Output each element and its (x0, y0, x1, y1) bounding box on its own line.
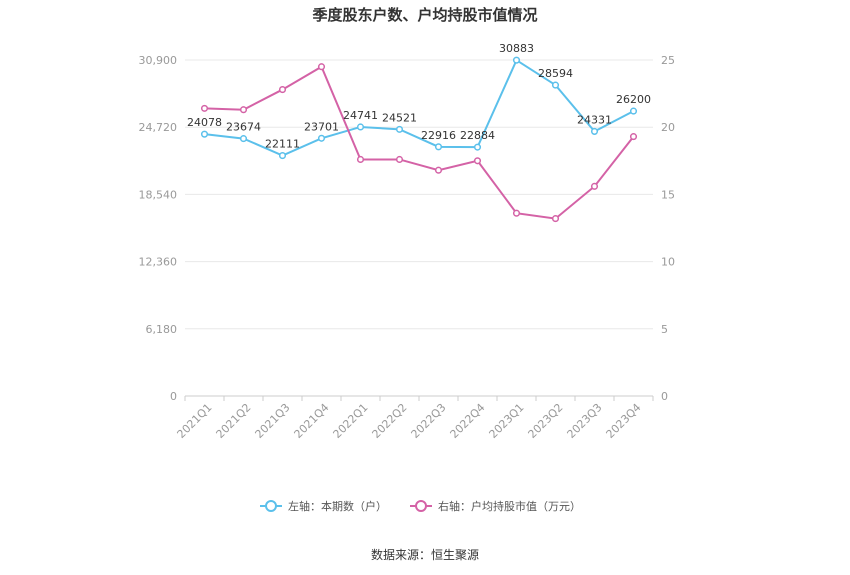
data-label: 24741 (343, 109, 378, 122)
left-axis-tick-label: 24,720 (139, 121, 178, 134)
x-axis-tick-label: 2022Q1 (331, 401, 371, 441)
legend[interactable]: 左轴：本期数（户） 右轴：户均持股市值（万元） (260, 499, 581, 513)
series-1-point[interactable] (590, 182, 599, 190)
grid-lines (185, 59, 653, 397)
series-1-point[interactable] (239, 106, 248, 114)
x-axis-tick-label: 2021Q1 (175, 401, 215, 441)
x-axis-tick-label: 2022Q2 (370, 401, 410, 441)
data-label: 24078 (187, 116, 222, 129)
right-axis-tick-label: 15 (661, 188, 675, 201)
data-label: 30883 (499, 42, 534, 55)
data-label: 22111 (265, 138, 300, 151)
x-axis-tick-label: 2021Q4 (292, 401, 332, 441)
data-source-note: 数据来源：恒生聚源 (371, 547, 479, 562)
data-label: 23674 (226, 121, 261, 134)
series-layer (200, 56, 638, 223)
series-1-point[interactable] (434, 166, 443, 174)
legend-item-1[interactable]: 右轴：户均持股市值（万元） (410, 499, 581, 513)
data-label: 22884 (460, 129, 495, 142)
right-axis-tick-label: 20 (661, 121, 675, 134)
data-label: 23701 (304, 120, 339, 133)
right-axis-tick-label: 5 (661, 323, 668, 336)
series-0-point[interactable] (473, 143, 482, 151)
right-axis-tick-label: 25 (661, 54, 675, 67)
series-0-point[interactable] (200, 130, 209, 138)
left-axis-tick-label: 0 (170, 390, 177, 403)
series-line-1 (204, 65, 635, 220)
right-axis-tick-label: 0 (661, 390, 668, 403)
data-label: 24521 (382, 111, 417, 124)
legend-swatch-marker (415, 500, 427, 512)
series-0-point[interactable] (356, 123, 365, 131)
data-labels: 24078 23674 22111 23701 24741 24521 22916 22884… (187, 42, 651, 150)
series-1-point[interactable] (551, 215, 560, 223)
left-axis-tick-label: 6,180 (146, 323, 178, 336)
x-axis-tick-label: 2022Q3 (409, 401, 449, 441)
series-1-point[interactable] (200, 104, 209, 112)
series-0-point[interactable] (317, 134, 326, 142)
x-axis-tick-label: 2023Q3 (565, 401, 605, 441)
data-label: 22916 (421, 129, 456, 142)
series-1-point[interactable] (473, 157, 482, 165)
series-1-point[interactable] (278, 86, 287, 94)
series-0-point[interactable] (590, 127, 599, 135)
x-axis-tick-label: 2023Q4 (604, 401, 644, 441)
series-1-point[interactable] (629, 133, 638, 141)
data-label: 26200 (616, 93, 651, 106)
x-axis-tick-label: 2023Q2 (526, 401, 566, 441)
left-axis-tick-label: 12,360 (139, 256, 178, 269)
series-0-point[interactable] (551, 81, 560, 89)
series-0-point[interactable] (395, 125, 404, 133)
series-0-point[interactable] (278, 152, 287, 160)
chart-title: 季度股东户数、户均持股市值情况 (312, 6, 537, 24)
series-0-point[interactable] (512, 56, 521, 64)
series-1-point[interactable] (317, 63, 326, 71)
series-line-0 (204, 58, 634, 157)
x-axis-tick-label: 2022Q4 (448, 401, 488, 441)
series-1-point[interactable] (512, 209, 521, 217)
x-axis-tick-label: 2021Q2 (214, 401, 254, 441)
data-label: 28594 (538, 67, 573, 80)
legend-label: 左轴：本期数（户） (288, 499, 387, 513)
legend-item-0[interactable]: 左轴：本期数（户） (260, 499, 387, 513)
data-label: 24331 (577, 113, 612, 126)
x-axis-tick-label: 2021Q3 (253, 401, 293, 441)
series-1-point[interactable] (395, 155, 404, 164)
left-axis-tick-label: 30,900 (139, 54, 178, 67)
right-axis-tick-label: 10 (661, 256, 675, 269)
x-axis-tick-label: 2023Q1 (487, 401, 527, 441)
legend-label: 右轴：户均持股市值（万元） (438, 499, 581, 513)
series-0-point[interactable] (434, 143, 443, 151)
legend-swatch-marker (265, 500, 277, 512)
left-axis-tick-label: 18,540 (139, 188, 178, 201)
series-1-point[interactable] (356, 155, 365, 164)
series-0-point[interactable] (629, 107, 638, 115)
series-0-point[interactable] (239, 135, 248, 143)
